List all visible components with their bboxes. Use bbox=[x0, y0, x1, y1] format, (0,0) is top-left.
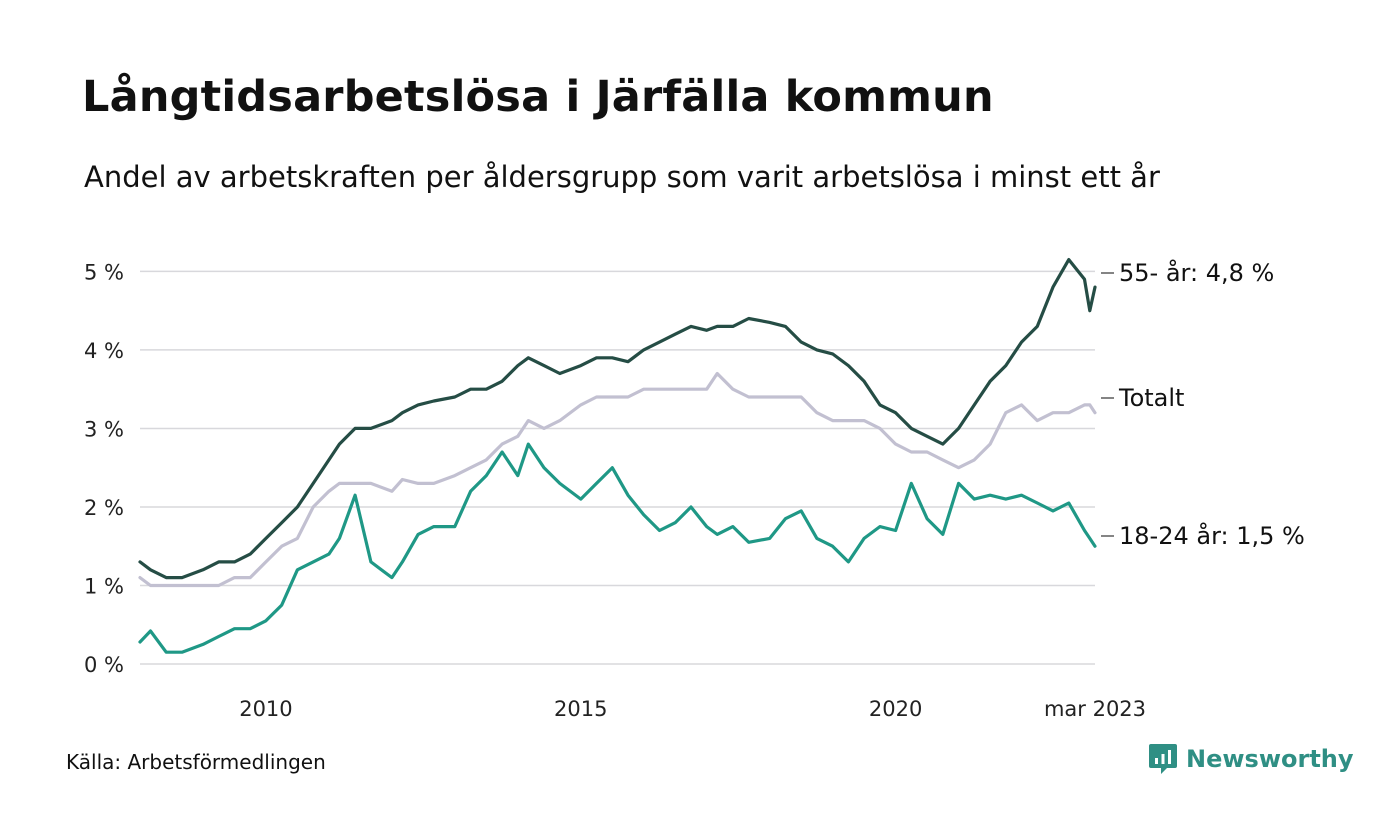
y-tick-label: 1 % bbox=[84, 574, 124, 598]
series-end-label: 55- år: 4,8 % bbox=[1119, 258, 1274, 287]
chart-subtitle: Andel av arbetskraften per åldersgrupp s… bbox=[84, 160, 1160, 194]
chart-title: Långtidsarbetslösa i Järfälla kommun bbox=[82, 72, 994, 122]
series-line bbox=[138, 258, 1097, 580]
x-tick-label: 2020 bbox=[869, 697, 922, 721]
series-end-label: Totalt bbox=[1118, 384, 1184, 412]
y-tick-label: 3 % bbox=[84, 417, 124, 441]
brand-name: Newsworthy bbox=[1186, 745, 1354, 773]
y-tick-label: 5 % bbox=[84, 260, 124, 284]
series-lines bbox=[138, 258, 1097, 654]
source-note: Källa: Arbetsförmedlingen bbox=[66, 750, 326, 774]
x-tick-label: 2010 bbox=[239, 697, 292, 721]
bar-chart-bubble-icon bbox=[1149, 744, 1177, 774]
y-tick-label: 2 % bbox=[84, 496, 124, 520]
y-axis-ticks: 0 % 1 % 2 % 3 % 4 % 5 % bbox=[84, 260, 124, 677]
gridlines bbox=[140, 270, 1095, 665]
x-tick-label: 2015 bbox=[554, 697, 607, 721]
series-end-labels: Totalt 55- år: 4,8 % 18-24 år: 1,5 % bbox=[1101, 258, 1305, 550]
series-line bbox=[138, 442, 1097, 654]
series-line bbox=[138, 371, 1097, 588]
y-tick-label: 4 % bbox=[84, 339, 124, 363]
brand-logo: Newsworthy bbox=[1148, 742, 1354, 776]
x-axis-ticks: 2010 2015 2020 mar 2023 bbox=[239, 697, 1146, 721]
x-tick-label: mar 2023 bbox=[1044, 697, 1146, 721]
series-end-label: 18-24 år: 1,5 % bbox=[1119, 521, 1305, 550]
y-tick-label: 0 % bbox=[84, 653, 124, 677]
